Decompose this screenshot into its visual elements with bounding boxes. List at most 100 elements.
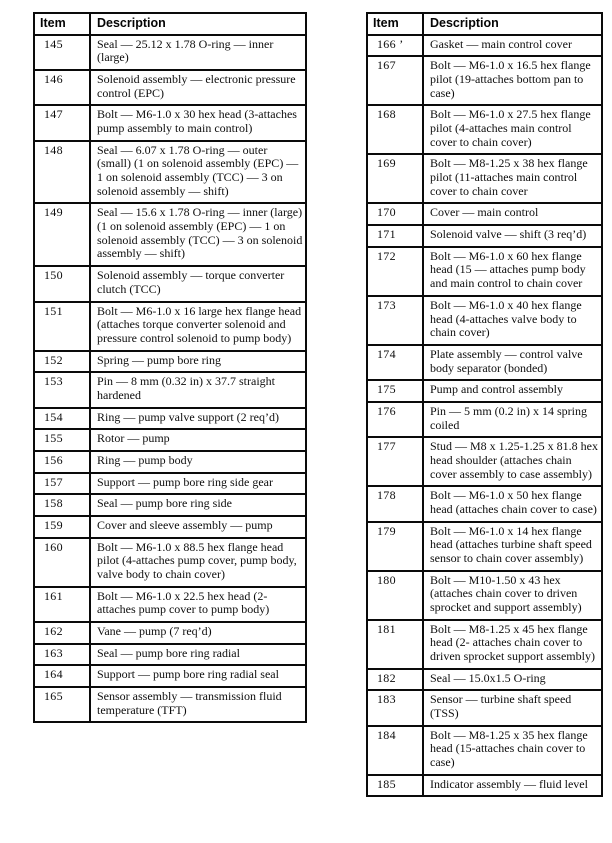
item-number: 184 [366,724,424,776]
item-number: 173 [366,294,424,346]
item-description: Pin — 8 mm (0.32 in) x 37.7 straight har… [89,371,307,409]
item-description: Pin — 5 mm (0.2 in) x 14 spring coiled [422,400,603,439]
table-row: 171 Solenoid valve — shift (3 req’d) [366,224,603,248]
item-number: 158 [33,493,91,517]
table-row: 164 Support — pump bore ring radial seal [33,664,307,688]
item-number: 176 [366,400,424,439]
item-number: 166 ’ [366,33,424,58]
item-number: 153 [33,371,91,409]
item-description: Bolt — M6-1.0 x 16.5 hex flange pilot (1… [422,55,603,107]
item-number: 162 [33,620,91,645]
item-number: 180 [366,569,424,621]
item-description: Bolt — M6-1.0 x 30 hex head (3-attaches … [89,104,307,142]
table-row: 174 Plate assembly — control valve body s… [366,343,603,382]
item-description: Bolt — M6-1.0 x 16 large hex flange head… [89,300,307,352]
table-row: 178 Bolt — M6-1.0 x 50 hex flange head (a… [366,485,603,523]
table-row: 161 Bolt — M6-1.0 x 22.5 hex head (2-atta… [33,585,307,623]
item-description: Gasket — main control cover [422,33,603,58]
item-description: Solenoid valve — shift (3 req’d) [422,224,603,248]
item-description: Bolt — M8-1.25 x 38 hex flange pilot (11… [422,153,603,205]
item-number: 156 [33,449,91,474]
item-description: Bolt — M6-1.0 x 60 hex flange head (15 —… [422,245,603,297]
table-row: 162 Vane — pump (7 req’d) [33,620,307,645]
item-number: 167 [366,55,424,107]
table-row: 156 Ring — pump body [33,449,307,474]
table-row: 184 Bolt — M8-1.25 x 35 hex flange head (… [366,724,603,776]
item-description: Bolt — M6-1.0 x 22.5 hex head (2-attache… [89,585,307,623]
table-header-row: Item Description [33,12,307,36]
table-row: 150 Solenoid assembly — torque converter … [33,265,307,303]
item-number: 182 [366,667,424,692]
parts-table-left: Item Description 145 Seal — 25.12 x 1.78 … [33,12,307,724]
item-number: 178 [366,485,424,523]
item-description: Seal — 15.0x1.5 O-ring [422,667,603,692]
table-row: 165 Sensor assembly — transmission fluid … [33,685,307,724]
table-row: 170 Cover — main control [366,202,603,227]
item-description: Cover and sleeve assembly — pump [89,514,307,539]
item-description: Bolt — M10-1.50 x 43 hex (attaches chain… [422,569,603,621]
item-description: Seal — pump bore ring side [89,493,307,517]
item-description: Support — pump bore ring side gear [89,471,307,496]
table-row: 181 Bolt — M8-1.25 x 45 hex flange head (… [366,618,603,670]
item-number: 146 [33,69,91,107]
item-column-header: Item [366,12,424,36]
table-row: 158 Seal — pump bore ring side [33,493,307,517]
item-number: 151 [33,300,91,352]
table-row: 148 Seal — 6.07 x 1.78 O-ring — outer (sm… [33,139,307,205]
item-number: 181 [366,618,424,670]
item-description: Support — pump bore ring radial seal [89,664,307,688]
table-row: 145 Seal — 25.12 x 1.78 O-ring — inner (l… [33,33,307,72]
table-row: 182 Seal — 15.0x1.5 O-ring [366,667,603,692]
table-row: 154 Ring — pump valve support (2 req’d) [33,406,307,431]
item-description: Spring — pump bore ring [89,349,307,374]
item-number: 177 [366,436,424,488]
item-description: Bolt — M6-1.0 x 27.5 hex flange pilot (4… [422,104,603,156]
item-description: Bolt — M8-1.25 x 35 hex flange head (15-… [422,724,603,776]
item-description: Cover — main control [422,202,603,227]
item-number: 165 [33,685,91,724]
table-row: 152 Spring — pump bore ring [33,349,307,374]
table-row: 180 Bolt — M10-1.50 x 43 hex (attaches ch… [366,569,603,621]
item-description: Seal — 15.6 x 1.78 O-ring — inner (large… [89,202,307,268]
item-description: Rotor — pump [89,428,307,452]
item-description: Seal — 6.07 x 1.78 O-ring — outer (small… [89,139,307,205]
table-row: 160 Bolt — M6-1.0 x 88.5 hex flange head … [33,536,307,588]
item-number: 179 [366,520,424,572]
parts-table-right: Item Description 166 ’ Gasket — main cont… [366,12,603,798]
item-number: 152 [33,349,91,374]
item-description: Bolt — M6-1.0 x 14 hex flange head (atta… [422,520,603,572]
table-row: 146 Solenoid assembly — electronic pressu… [33,69,307,107]
item-number: 175 [366,379,424,403]
description-column-header: Description [422,12,603,36]
item-number: 160 [33,536,91,588]
item-number: 154 [33,406,91,431]
item-description: Seal — 25.12 x 1.78 O-ring — inner (larg… [89,33,307,72]
item-number: 159 [33,514,91,539]
table-row: 173 Bolt — M6-1.0 x 40 hex flange head (4… [366,294,603,346]
table-row: 172 Bolt — M6-1.0 x 60 hex flange head (1… [366,245,603,297]
item-description: Sensor assembly — transmission fluid tem… [89,685,307,724]
table-row: 163 Seal — pump bore ring radial [33,642,307,667]
item-description: Bolt — M6-1.0 x 88.5 hex flange head pil… [89,536,307,588]
item-description: Plate assembly — control valve body sepa… [422,343,603,382]
table-row: 175 Pump and control assembly [366,379,603,403]
table-row: 167 Bolt — M6-1.0 x 16.5 hex flange pilot… [366,55,603,107]
item-number: 168 [366,104,424,156]
item-number: 170 [366,202,424,227]
table-row: 151 Bolt — M6-1.0 x 16 large hex flange h… [33,300,307,352]
item-number: 148 [33,139,91,205]
table-row: 185 Indicator assembly — fluid level [366,773,603,798]
item-number: 172 [366,245,424,297]
item-description: Solenoid assembly — electronic pressure … [89,69,307,107]
table-row: 169 Bolt — M8-1.25 x 38 hex flange pilot … [366,153,603,205]
item-description: Seal — pump bore ring radial [89,642,307,667]
item-number: 157 [33,471,91,496]
item-number: 174 [366,343,424,382]
item-number: 171 [366,224,424,248]
description-column-header: Description [89,12,307,36]
item-number: 164 [33,664,91,688]
table-row: 153 Pin — 8 mm (0.32 in) x 37.7 straight … [33,371,307,409]
table-row: 155 Rotor — pump [33,428,307,452]
item-description: Vane — pump (7 req’d) [89,620,307,645]
